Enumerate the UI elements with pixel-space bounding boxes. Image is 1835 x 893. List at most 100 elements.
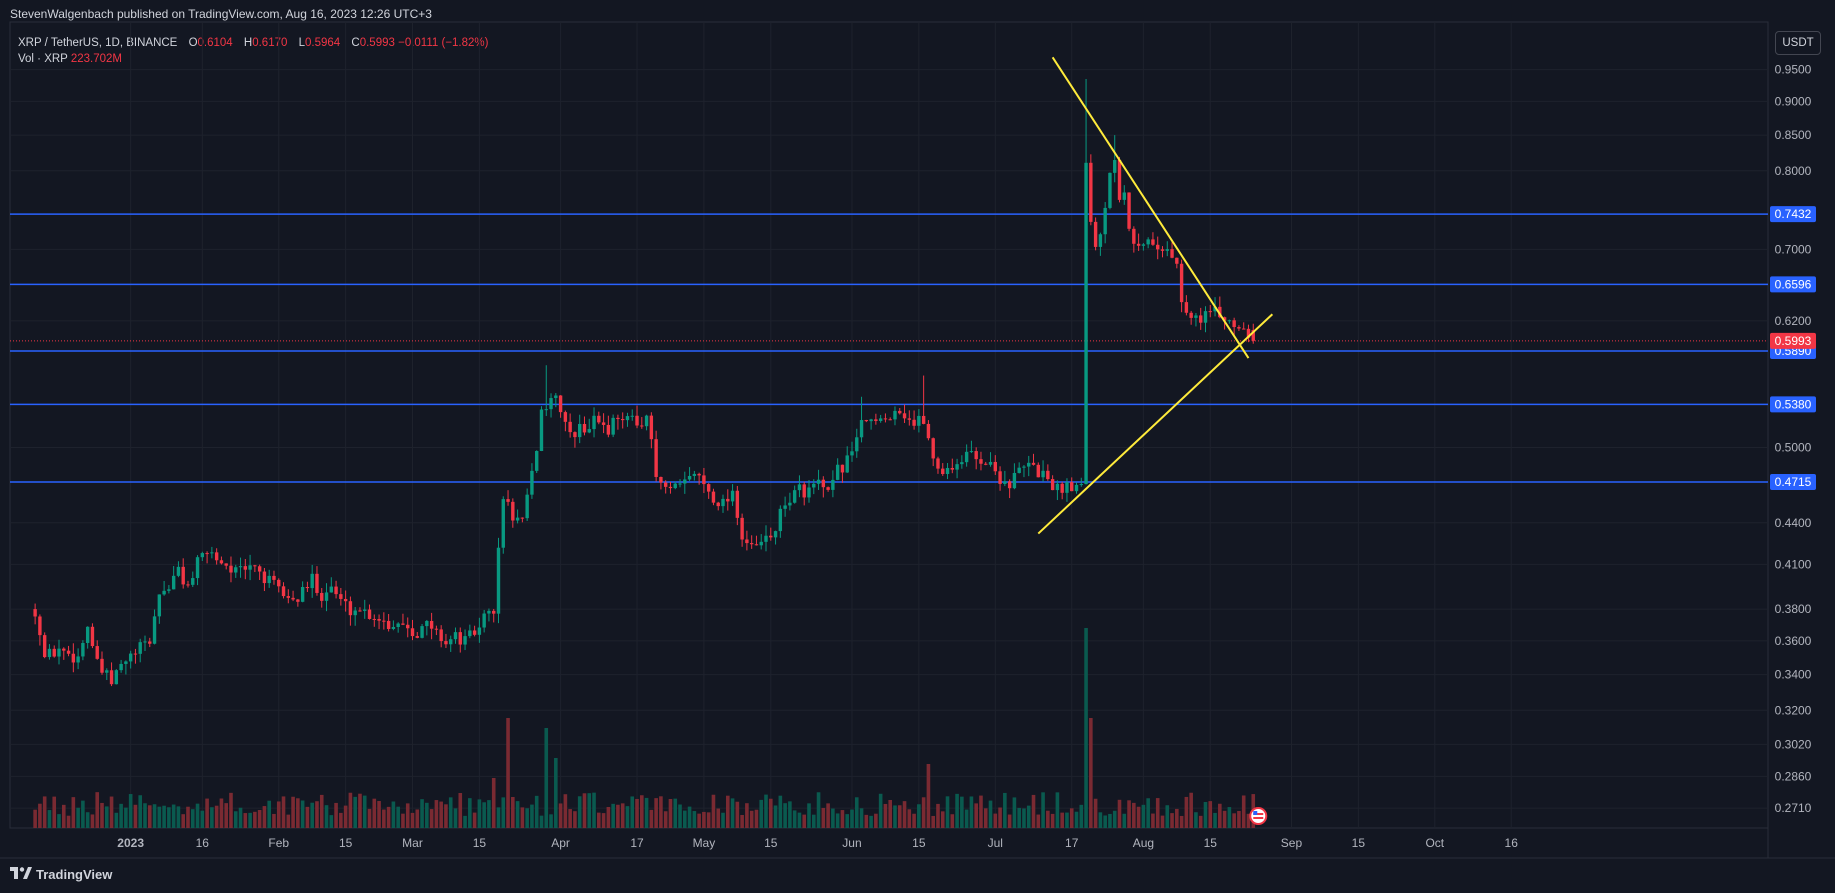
candle-body bbox=[377, 619, 381, 621]
volume-bar bbox=[945, 796, 950, 828]
candle-body bbox=[749, 543, 754, 545]
trendline-ascending-support[interactable] bbox=[1037, 313, 1274, 535]
volume-bar bbox=[334, 802, 338, 828]
candle-body bbox=[850, 451, 854, 456]
level-label[interactable]: 0.4715 bbox=[1775, 475, 1812, 489]
price-tick-label: 0.9500 bbox=[1775, 63, 1812, 77]
volume-bar bbox=[1165, 805, 1170, 828]
candle-body bbox=[754, 544, 759, 546]
plot-frame bbox=[9, 21, 1769, 829]
volume-bar bbox=[210, 807, 214, 828]
us-flag-icon[interactable] bbox=[1249, 807, 1268, 825]
time-tick-label: Apr bbox=[551, 836, 570, 850]
event-markers[interactable] bbox=[1249, 807, 1268, 825]
volume-bar bbox=[1074, 811, 1079, 828]
level-label-box[interactable] bbox=[1770, 276, 1816, 293]
candle-body bbox=[558, 395, 563, 413]
candle-body bbox=[1246, 328, 1251, 338]
volume-label[interactable]: Vol · XRP bbox=[18, 53, 68, 65]
candle-body bbox=[1189, 312, 1193, 318]
candle-body bbox=[902, 413, 907, 419]
volume-bar bbox=[730, 798, 735, 828]
candle-body bbox=[673, 483, 677, 489]
volume-bar bbox=[300, 800, 305, 828]
candle-body bbox=[281, 586, 286, 597]
volume-bar bbox=[1050, 813, 1055, 828]
candle-body bbox=[1050, 479, 1055, 491]
candle-body bbox=[687, 475, 692, 480]
candle-body bbox=[162, 590, 166, 595]
candle-body bbox=[33, 609, 37, 617]
candle-body bbox=[501, 499, 505, 548]
level-label-box[interactable] bbox=[1770, 474, 1816, 491]
candle-body bbox=[625, 416, 630, 421]
volume-bar bbox=[926, 764, 931, 828]
level-label[interactable]: 0.7432 bbox=[1775, 207, 1812, 221]
candle-body bbox=[487, 610, 491, 614]
price-axis[interactable]: 0.9500 0.9000 0.8500 0.8000 0.7000 0.6200 0.50… bbox=[1775, 63, 1812, 816]
volume-bar bbox=[415, 809, 420, 828]
candle-body bbox=[783, 505, 787, 509]
candle-body bbox=[1089, 162, 1093, 222]
candle-body bbox=[406, 624, 410, 629]
candle-body bbox=[181, 566, 185, 585]
volume-bar bbox=[721, 812, 725, 828]
volume-bar bbox=[1079, 804, 1084, 828]
volume-bar bbox=[840, 810, 845, 828]
time-axis[interactable]: 2023 16 Feb 15 Mar 15 Apr 17 May 15 Jun 15 Jul 17 Aug 1… bbox=[117, 836, 1518, 850]
candle-body bbox=[601, 422, 606, 425]
candle-body bbox=[76, 656, 80, 663]
volume-bar bbox=[697, 813, 701, 828]
level-label-box[interactable] bbox=[1770, 206, 1816, 223]
volume-bar bbox=[983, 808, 988, 828]
volume-bar bbox=[1036, 814, 1041, 828]
candle-body bbox=[683, 479, 687, 484]
volume-bar bbox=[797, 812, 802, 828]
volume-bar bbox=[448, 797, 453, 828]
candle-body bbox=[1098, 234, 1103, 247]
candle-body bbox=[444, 641, 448, 645]
volume-bar bbox=[506, 718, 510, 828]
level-label[interactable]: 0.5380 bbox=[1775, 397, 1812, 411]
volume-bar bbox=[520, 807, 525, 828]
volume-bar bbox=[104, 806, 109, 828]
candle-body bbox=[1113, 160, 1117, 173]
volume-bar bbox=[907, 809, 912, 828]
candle-body bbox=[1242, 328, 1246, 330]
volume-bar bbox=[1241, 795, 1246, 828]
level-label[interactable]: 0.6596 bbox=[1775, 277, 1812, 291]
volume-bar bbox=[534, 795, 539, 828]
candle-body bbox=[1041, 470, 1045, 478]
candle-body bbox=[372, 618, 376, 620]
volume-bar bbox=[974, 803, 978, 828]
time-tick-label: May bbox=[693, 836, 716, 850]
candle-body bbox=[697, 473, 701, 476]
candle-body bbox=[788, 502, 792, 506]
volume-bar bbox=[735, 801, 740, 828]
candle-body bbox=[229, 565, 233, 573]
level-label-box[interactable] bbox=[1770, 396, 1816, 413]
volume-bar bbox=[592, 792, 596, 828]
volume-bar bbox=[458, 793, 463, 828]
candle-body bbox=[917, 415, 921, 426]
candle-body bbox=[597, 415, 601, 423]
trendlines[interactable] bbox=[1037, 56, 1274, 535]
footer[interactable]: TradingView bbox=[10, 867, 112, 882]
trendline-descending-resistance[interactable] bbox=[1051, 56, 1250, 359]
symbol-line: XRP / TetherUS, 1D, BINANCE O0.6104 H0.6… bbox=[18, 35, 488, 51]
volume-bar bbox=[783, 803, 787, 828]
candle-body bbox=[1170, 249, 1174, 258]
volume-bar bbox=[878, 793, 883, 828]
candle-body bbox=[912, 419, 916, 426]
volume-bar bbox=[716, 808, 721, 828]
candle-body bbox=[62, 648, 66, 651]
candle-body bbox=[1199, 315, 1203, 323]
symbol-name[interactable]: XRP / TetherUS, 1D, BINANCE bbox=[18, 37, 178, 49]
candle-body bbox=[716, 502, 720, 507]
candle-body bbox=[907, 418, 912, 420]
currency-button[interactable]: USDT bbox=[1775, 31, 1821, 55]
candle-body bbox=[792, 490, 797, 503]
volume-bar bbox=[1184, 796, 1189, 828]
